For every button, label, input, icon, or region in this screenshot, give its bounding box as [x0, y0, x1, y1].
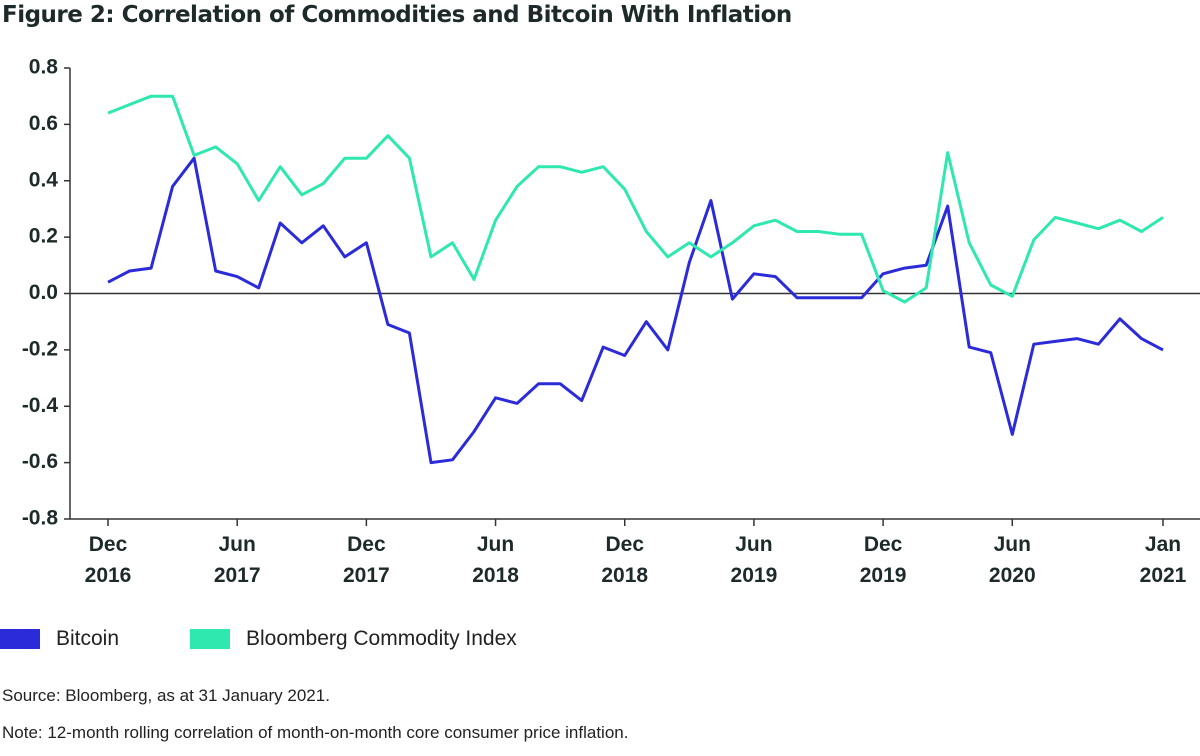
legend-label: Bloomberg Commodity Index: [246, 627, 517, 650]
x-tick-label: Jun 2020: [988, 533, 1036, 587]
note: Note: 12-month rolling correlation of mo…: [2, 723, 629, 742]
x-tick-label: Jun 2019: [730, 533, 778, 587]
y-tick-label: -0.6: [22, 450, 58, 473]
x-tick-label: Jun 2017: [213, 533, 261, 587]
legend-item: Bloomberg Commodity Index: [190, 627, 517, 651]
x-tick-label: Jan 2021: [1139, 533, 1187, 587]
legend-item: Bitcoin: [0, 627, 119, 651]
y-tick-label: 0.6: [29, 112, 58, 135]
y-tick-label: 0.4: [29, 168, 59, 191]
y-tick-label: 0.8: [29, 56, 59, 79]
chart-title: Figure 2: Correlation of Commodities and…: [2, 2, 792, 28]
y-tick-label: -0.4: [22, 394, 59, 417]
source: Source: Bloomberg, as at 31 January 2021…: [2, 686, 330, 705]
legend-label: Bitcoin: [56, 627, 120, 650]
y-tick-label: 0.0: [29, 281, 58, 304]
line-series: [107, 94, 1164, 304]
x-tick-label: Dec 2019: [859, 533, 907, 587]
x-tick-label: Dec 2016: [84, 533, 132, 587]
y-tick-label: 0.2: [29, 225, 58, 248]
x-tick-label: Dec 2017: [343, 533, 390, 587]
legend-swatch: [0, 629, 40, 649]
x-tick-label: Jun 2018: [472, 533, 519, 587]
y-tick-label: -0.8: [22, 507, 59, 530]
legend-swatch: [190, 629, 230, 649]
line-series: [107, 156, 1164, 465]
y-tick-label: -0.2: [22, 337, 58, 360]
x-tick-label: Dec 2018: [601, 533, 649, 587]
